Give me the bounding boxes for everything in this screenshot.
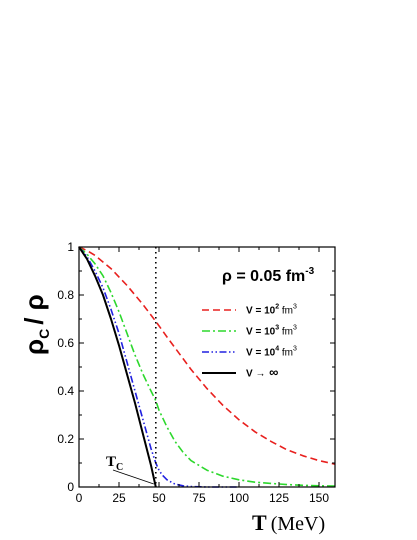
series-line-2 [78, 246, 336, 487]
y-tick-label: 1 [67, 240, 74, 254]
x-axis-label: T (MeV) [252, 510, 325, 535]
series-line-1 [78, 246, 336, 465]
y-axis-label: ρC/ ρ [19, 294, 52, 355]
tc-pointer-line [112, 469, 154, 485]
y-tick-label: 0 [67, 480, 74, 494]
legend-label-2: V = 103 fm3 [246, 325, 297, 338]
series-line-3 [78, 246, 239, 488]
legend-label-3: V = 104 fm3 [246, 346, 297, 359]
legend: V = 102 fm3 V = 103 fm3 V = 104 fm3 V → ∞ [202, 304, 297, 380]
x-tick-label: 150 [309, 491, 329, 505]
tc-annotation: TC [106, 454, 154, 485]
y-tick-label: 0.6 [57, 336, 74, 350]
x-tick-label: 50 [152, 491, 166, 505]
x-tick-label: 125 [269, 491, 289, 505]
legend-title: ρ = 0.05 fm-3 [222, 266, 315, 285]
x-tick-label: 0 [76, 491, 83, 505]
y-tick-label: 0.4 [57, 384, 74, 398]
y-tick-label: 0.2 [57, 432, 74, 446]
legend-label-4: V → ∞ [246, 365, 278, 380]
tc-label: TC [106, 454, 123, 473]
x-tick-label: 25 [112, 491, 126, 505]
legend-label-1: V = 102 fm3 [246, 304, 297, 317]
series-curves [78, 246, 336, 488]
x-tick-label: 75 [192, 491, 206, 505]
y-tick-label: 0.8 [57, 288, 74, 302]
series-line-4 [78, 246, 157, 488]
axes: 0 25 50 75 100 125 150 0 0.2 0.4 0.6 0.8 1 [57, 240, 335, 505]
x-tick-label: 100 [229, 491, 249, 505]
